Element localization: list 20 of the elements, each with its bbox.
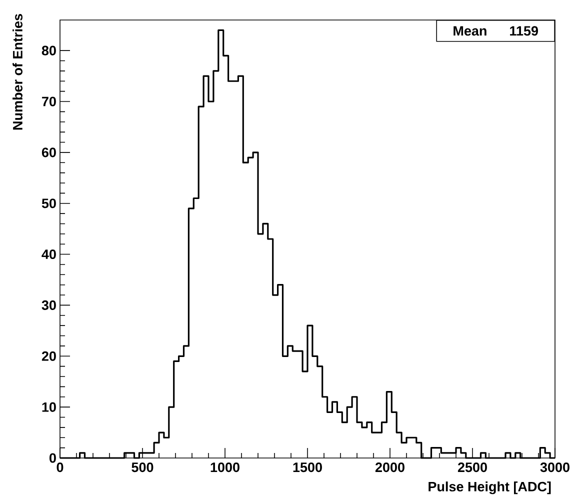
y-tick-label: 50 <box>42 198 56 208</box>
x-tick-label: 0 <box>56 462 64 472</box>
x-tick-label: 1500 <box>293 462 322 472</box>
y-tick-label: 60 <box>42 148 56 158</box>
annotation: Mean <box>454 26 486 36</box>
x-tick-label: 1000 <box>210 462 240 472</box>
y-tick-label: 10 <box>42 402 56 412</box>
annotation: 1159 <box>510 26 538 36</box>
x-tick-label: 2000 <box>375 462 404 472</box>
y-tick-label: 70 <box>42 96 56 106</box>
x-tick-label: 2500 <box>458 462 487 472</box>
y-tick-label: 80 <box>42 46 56 56</box>
y-tick-label: 40 <box>42 250 56 260</box>
x-axis-title: Pulse Height [ADC] <box>428 482 551 494</box>
x-tick-label: 3000 <box>540 462 570 472</box>
x-tick-label: 500 <box>132 462 154 472</box>
y-tick-label: 30 <box>42 300 56 310</box>
y-tick-label: 0 <box>50 453 56 463</box>
y-tick-label: 20 <box>42 351 56 361</box>
y-axis-title: Number of Entries <box>12 14 22 130</box>
